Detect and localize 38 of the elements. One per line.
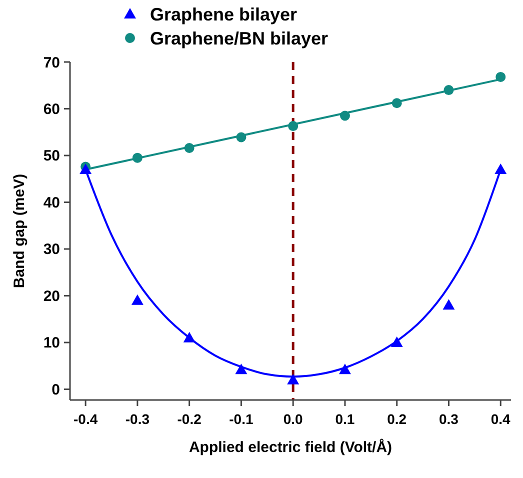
point bbox=[442, 299, 455, 310]
y-tick-label: 70 bbox=[43, 54, 60, 72]
x-tick-label: 0.1 bbox=[335, 411, 355, 427]
x-tick-label: 0.0 bbox=[283, 411, 304, 427]
x-tick-label: -0.3 bbox=[125, 411, 150, 427]
y-tick-label: 30 bbox=[43, 241, 60, 258]
legend-label: Graphene bilayer bbox=[150, 4, 298, 24]
y-tick-label: 0 bbox=[52, 382, 60, 398]
point bbox=[496, 72, 506, 82]
point bbox=[340, 110, 350, 121]
x-tick-label: -0.1 bbox=[229, 411, 254, 427]
y-axis-title: Band gap (meV) bbox=[11, 174, 28, 288]
point bbox=[494, 164, 507, 174]
point bbox=[390, 336, 403, 347]
y-tick-label: 40 bbox=[43, 194, 60, 212]
x-tick-label: -0.4 bbox=[74, 411, 98, 427]
legend-label: Graphene/BN bilayer bbox=[150, 28, 328, 48]
point bbox=[444, 85, 454, 96]
x-tick-label: 0.4 bbox=[490, 411, 511, 427]
point bbox=[236, 132, 246, 142]
x-tick-label: -0.2 bbox=[177, 411, 202, 427]
point bbox=[287, 374, 300, 384]
x-axis-title: Applied electric field (Volt/Å) bbox=[188, 438, 392, 456]
point bbox=[235, 364, 248, 374]
point bbox=[184, 143, 194, 154]
point bbox=[392, 98, 402, 108]
point bbox=[132, 152, 142, 163]
point bbox=[288, 121, 298, 132]
y-tick-label: 60 bbox=[43, 101, 60, 118]
point bbox=[183, 332, 196, 342]
y-tick-label: 50 bbox=[43, 148, 60, 165]
x-tick-label: 0.3 bbox=[439, 411, 459, 427]
y-tick-label: 10 bbox=[43, 334, 60, 352]
point bbox=[338, 364, 351, 374]
point bbox=[80, 164, 92, 174]
y-tick-label: 20 bbox=[43, 288, 60, 305]
x-tick-label: 0.2 bbox=[387, 411, 407, 427]
point bbox=[131, 294, 144, 305]
